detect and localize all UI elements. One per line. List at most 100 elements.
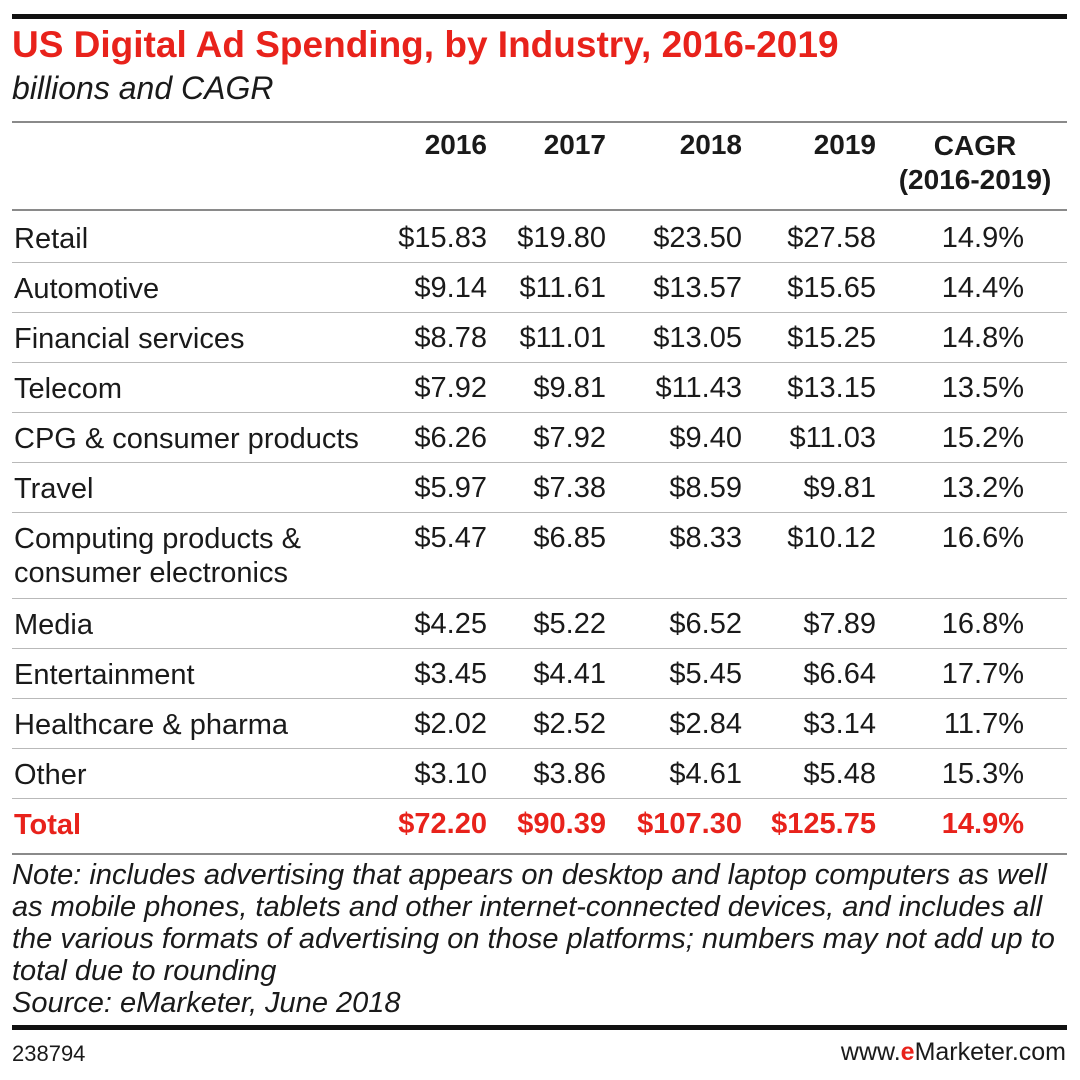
source-text: Source: eMarketer, June 2018 — [12, 987, 401, 1019]
cagr-header-line-2: (2016-2019) — [898, 164, 1052, 195]
cell-2016: $15.83 — [398, 222, 487, 254]
cell-cagr: 15.3% — [941, 758, 1024, 790]
cell-2019: $11.03 — [789, 422, 876, 454]
cell-2019: $13.15 — [787, 372, 876, 404]
table-row: Computing products & consumer electronic… — [0, 513, 1080, 599]
chart-note: Note: includes advertising that appears … — [12, 859, 1067, 1019]
row-label: Computing products & consumer electronic… — [14, 523, 301, 589]
cell-2018: $9.40 — [669, 422, 742, 454]
note-text: Note: includes advertising that appears … — [12, 859, 1055, 987]
cell-2016: $5.97 — [414, 472, 487, 504]
table-row: Retail $15.83 $19.80 $23.50 $27.58 14.9% — [0, 213, 1080, 263]
cell-2019: $9.81 — [803, 472, 876, 504]
row-separator — [12, 412, 1067, 413]
table-row: Media $4.25 $5.22 $6.52 $7.89 16.8% — [0, 599, 1080, 649]
brand-accent: e — [900, 1038, 915, 1066]
cell-2018: $13.05 — [653, 322, 742, 354]
total-row: Total $72.20 $90.39 $107.30 $125.75 14.9% — [0, 799, 1080, 849]
cell-cagr: 13.5% — [941, 372, 1024, 404]
chart-title: US Digital Ad Spending, by Industry, 201… — [12, 24, 839, 65]
chart-id: 238794 — [12, 1041, 86, 1066]
table-row: Travel $5.97 $7.38 $8.59 $9.81 13.2% — [0, 463, 1080, 513]
row-separator — [12, 362, 1067, 363]
row-separator — [12, 648, 1067, 649]
cell-2017: $7.92 — [533, 422, 606, 454]
cell-cagr: 15.2% — [941, 422, 1024, 454]
row-label: Retail — [14, 223, 89, 255]
cell-2017: $9.81 — [533, 372, 606, 404]
cell-cagr: 16.6% — [941, 522, 1024, 554]
cell-2018: $2.84 — [669, 708, 742, 740]
table-row: Telecom $7.92 $9.81 $11.43 $13.15 13.5% — [0, 363, 1080, 413]
cell-2018: $13.57 — [653, 272, 742, 304]
table-row: Automotive $9.14 $11.61 $13.57 $15.65 14.4% — [0, 263, 1080, 313]
column-header-cagr: CAGR (2016-2019) — [885, 129, 1065, 197]
footer-rule — [12, 1025, 1067, 1030]
cell-cagr: 14.9% — [941, 222, 1024, 254]
top-rule — [12, 14, 1067, 19]
cell-2017: $3.86 — [533, 758, 606, 790]
row-label: Media — [14, 609, 93, 641]
cell-2019: $27.58 — [787, 222, 876, 254]
cell-2017: $11.01 — [519, 322, 606, 354]
table-row: CPG & consumer products $6.26 $7.92 $9.40 $1… — [0, 413, 1080, 463]
row-label: Telecom — [14, 373, 122, 405]
brand-prefix: www. — [840, 1038, 901, 1066]
cell-2019: $5.48 — [803, 758, 876, 790]
total-cell-2018: $107.30 — [637, 808, 742, 840]
cell-2018: $6.52 — [669, 608, 742, 640]
total-label: Total — [14, 809, 82, 841]
cell-2016: $2.02 — [414, 708, 487, 740]
cell-2018: $8.59 — [669, 472, 742, 504]
total-cell-2019: $125.75 — [771, 808, 876, 840]
column-header-2019: 2019 — [813, 129, 876, 160]
row-separator — [12, 312, 1067, 313]
table-row: Healthcare & pharma $2.02 $2.52 $2.84 $3.14 1… — [0, 699, 1080, 749]
row-label: Entertainment — [14, 659, 195, 691]
row-label: Travel — [14, 473, 94, 505]
brand-suffix: Marketer.com — [914, 1038, 1066, 1066]
table-row: Entertainment $3.45 $4.41 $5.45 $6.64 17.7% — [0, 649, 1080, 699]
column-header-2018: 2018 — [679, 129, 742, 160]
brand-url[interactable]: www.eMarketer.com — [841, 1038, 1066, 1067]
cell-2018: $4.61 — [669, 758, 742, 790]
cell-cagr: 11.7% — [943, 708, 1024, 740]
total-cell-2017: $90.39 — [517, 808, 606, 840]
cell-2018: $11.43 — [655, 372, 742, 404]
cell-2017: $19.80 — [517, 222, 606, 254]
cell-cagr: 13.2% — [941, 472, 1024, 504]
cell-2019: $6.64 — [803, 658, 876, 690]
row-separator — [12, 512, 1067, 513]
row-separator — [12, 262, 1067, 263]
row-separator — [12, 748, 1067, 749]
cell-2017: $7.38 — [533, 472, 606, 504]
totals-bottom-rule — [12, 853, 1067, 855]
cell-2016: $5.47 — [414, 522, 487, 554]
total-cell-2016: $72.20 — [398, 808, 487, 840]
cell-2016: $9.14 — [414, 272, 487, 304]
cell-2019: $3.14 — [803, 708, 876, 740]
row-label: Healthcare & pharma — [14, 709, 289, 741]
cell-cagr: 17.7% — [941, 658, 1024, 690]
total-cell-cagr: 14.9% — [941, 808, 1024, 840]
cell-2017: $5.22 — [533, 608, 606, 640]
cell-2016: $4.25 — [414, 608, 487, 640]
table-row: Other $3.10 $3.86 $4.61 $5.48 15.3% — [0, 749, 1080, 799]
cell-2018: $8.33 — [669, 522, 742, 554]
header-top-rule — [12, 121, 1067, 123]
column-header-2016: 2016 — [424, 129, 487, 160]
row-label: Financial services — [14, 323, 245, 355]
cell-2017: $11.61 — [519, 272, 606, 304]
cell-2018: $5.45 — [669, 658, 742, 690]
header-bottom-rule — [12, 209, 1067, 211]
row-label: CPG & consumer products — [14, 423, 359, 455]
cell-cagr: 14.4% — [941, 272, 1024, 304]
row-separator — [12, 698, 1067, 699]
cell-2016: $8.78 — [414, 322, 487, 354]
chart-subtitle: billions and CAGR — [12, 70, 274, 106]
row-label: Other — [14, 759, 87, 791]
row-separator — [12, 462, 1067, 463]
cell-2016: $3.10 — [414, 758, 487, 790]
cell-2017: $4.41 — [533, 658, 606, 690]
cell-2017: $2.52 — [533, 708, 606, 740]
